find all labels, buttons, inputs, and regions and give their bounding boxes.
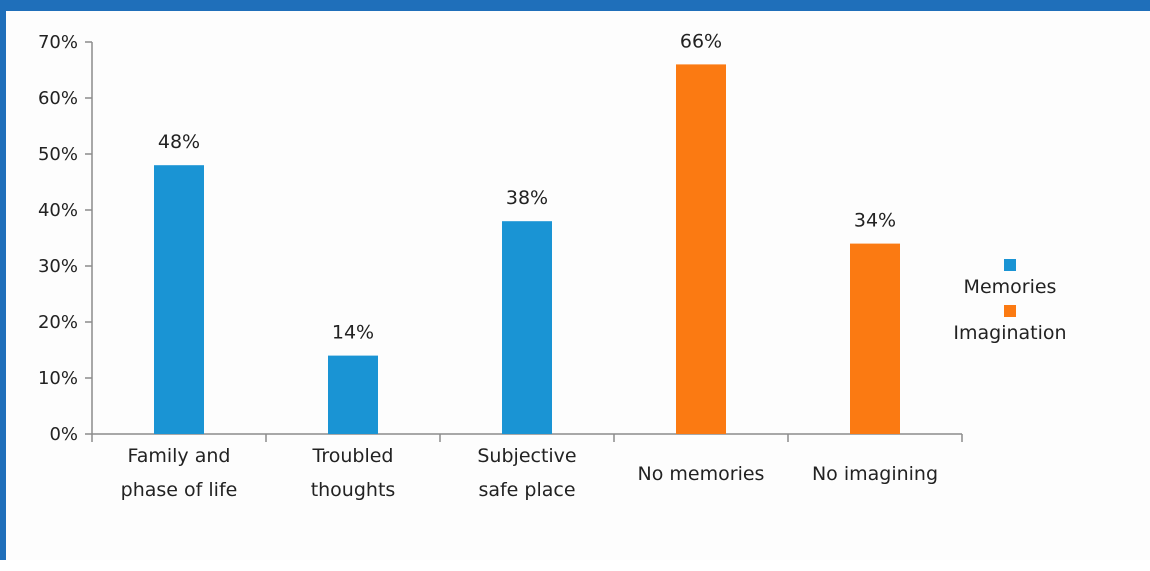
x-category-label: No memories <box>638 463 765 485</box>
bar-chart: 0% 10% 20% 30% 40% 50% 60% 70% Family and phase o… <box>38 30 1067 501</box>
bar <box>850 243 900 434</box>
x-category-label: No imagining <box>812 463 938 485</box>
data-label: 66% <box>680 30 722 52</box>
legend: Memories Imagination <box>953 259 1067 344</box>
x-category-label: Subjective <box>477 445 576 467</box>
bars: 48% 14% 38% 66% 34% <box>154 30 900 435</box>
bar <box>154 165 204 434</box>
y-tick-label: 60% <box>38 88 78 109</box>
plot-area: 0% 10% 20% 30% 40% 50% 60% 70% Family and phase o… <box>38 30 1067 501</box>
data-label: 14% <box>332 322 374 344</box>
data-label: 48% <box>158 131 200 153</box>
y-tick-label: 40% <box>38 200 78 221</box>
y-tick-label: 50% <box>38 144 78 165</box>
x-category-label: safe place <box>478 479 575 501</box>
x-category-label: thoughts <box>311 479 396 501</box>
legend-swatch <box>1004 305 1016 317</box>
bar <box>502 221 552 434</box>
legend-label: Imagination <box>953 322 1066 344</box>
y-tick-label: 20% <box>38 312 78 333</box>
y-tick-label: 0% <box>49 424 78 445</box>
y-axis: 0% 10% 20% 30% 40% 50% 60% 70% <box>38 32 93 445</box>
legend-swatch <box>1004 259 1016 271</box>
y-tick-label: 70% <box>38 32 78 53</box>
data-label: 34% <box>854 210 896 232</box>
y-tick-label: 10% <box>38 368 78 389</box>
data-label: 38% <box>506 187 548 209</box>
legend-label: Memories <box>964 276 1057 298</box>
bar <box>676 64 726 435</box>
bar <box>328 355 378 434</box>
y-tick-label: 30% <box>38 256 78 277</box>
x-category-label: phase of life <box>121 479 238 501</box>
x-category-label: Family and <box>128 445 231 467</box>
x-axis: Family and phase of life Troubled thoughts S… <box>91 433 963 501</box>
x-category-label: Troubled <box>312 445 394 467</box>
